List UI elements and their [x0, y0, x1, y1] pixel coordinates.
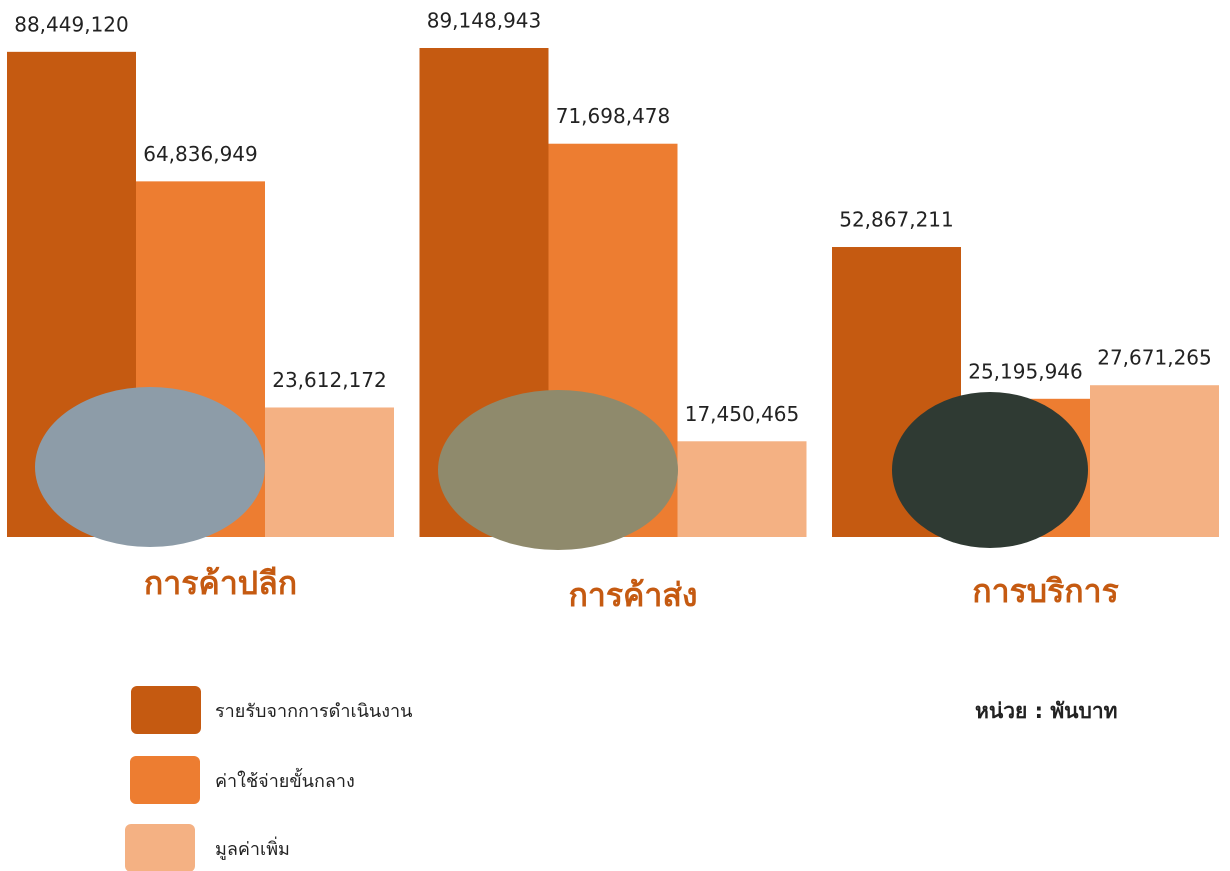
category-label: การค้าส่ง — [568, 576, 697, 614]
value-label: 89,148,943 — [427, 9, 542, 33]
value-label: 64,836,949 — [143, 142, 258, 166]
legend-label: รายรับจากการดำเนินงาน — [215, 701, 412, 722]
category-label: การค้าปลีก — [144, 564, 297, 602]
value-label: 23,612,172 — [272, 368, 387, 392]
value-label: 71,698,478 — [556, 104, 671, 128]
category-label: การบริการ — [972, 572, 1119, 610]
value-label: 88,449,120 — [14, 12, 129, 36]
legend-swatch — [131, 686, 201, 734]
legend-label: มูลค่าเพิ่ม — [215, 836, 290, 860]
illustration — [892, 392, 1088, 548]
bar — [677, 441, 807, 537]
bar — [265, 407, 394, 537]
legend-swatch — [130, 756, 200, 804]
value-label: 25,195,946 — [968, 359, 1083, 383]
value-label: 27,671,265 — [1097, 346, 1212, 370]
value-label: 52,867,211 — [839, 208, 954, 232]
bar — [1090, 385, 1219, 537]
unit-note: หน่วย : พันบาท — [975, 699, 1117, 723]
legend-swatch — [125, 824, 195, 871]
value-label: 17,450,465 — [685, 402, 800, 426]
legend-label: ค่าใช้จ่ายขั้นกลาง — [215, 768, 355, 792]
illustration — [438, 390, 678, 550]
illustration — [35, 387, 265, 547]
